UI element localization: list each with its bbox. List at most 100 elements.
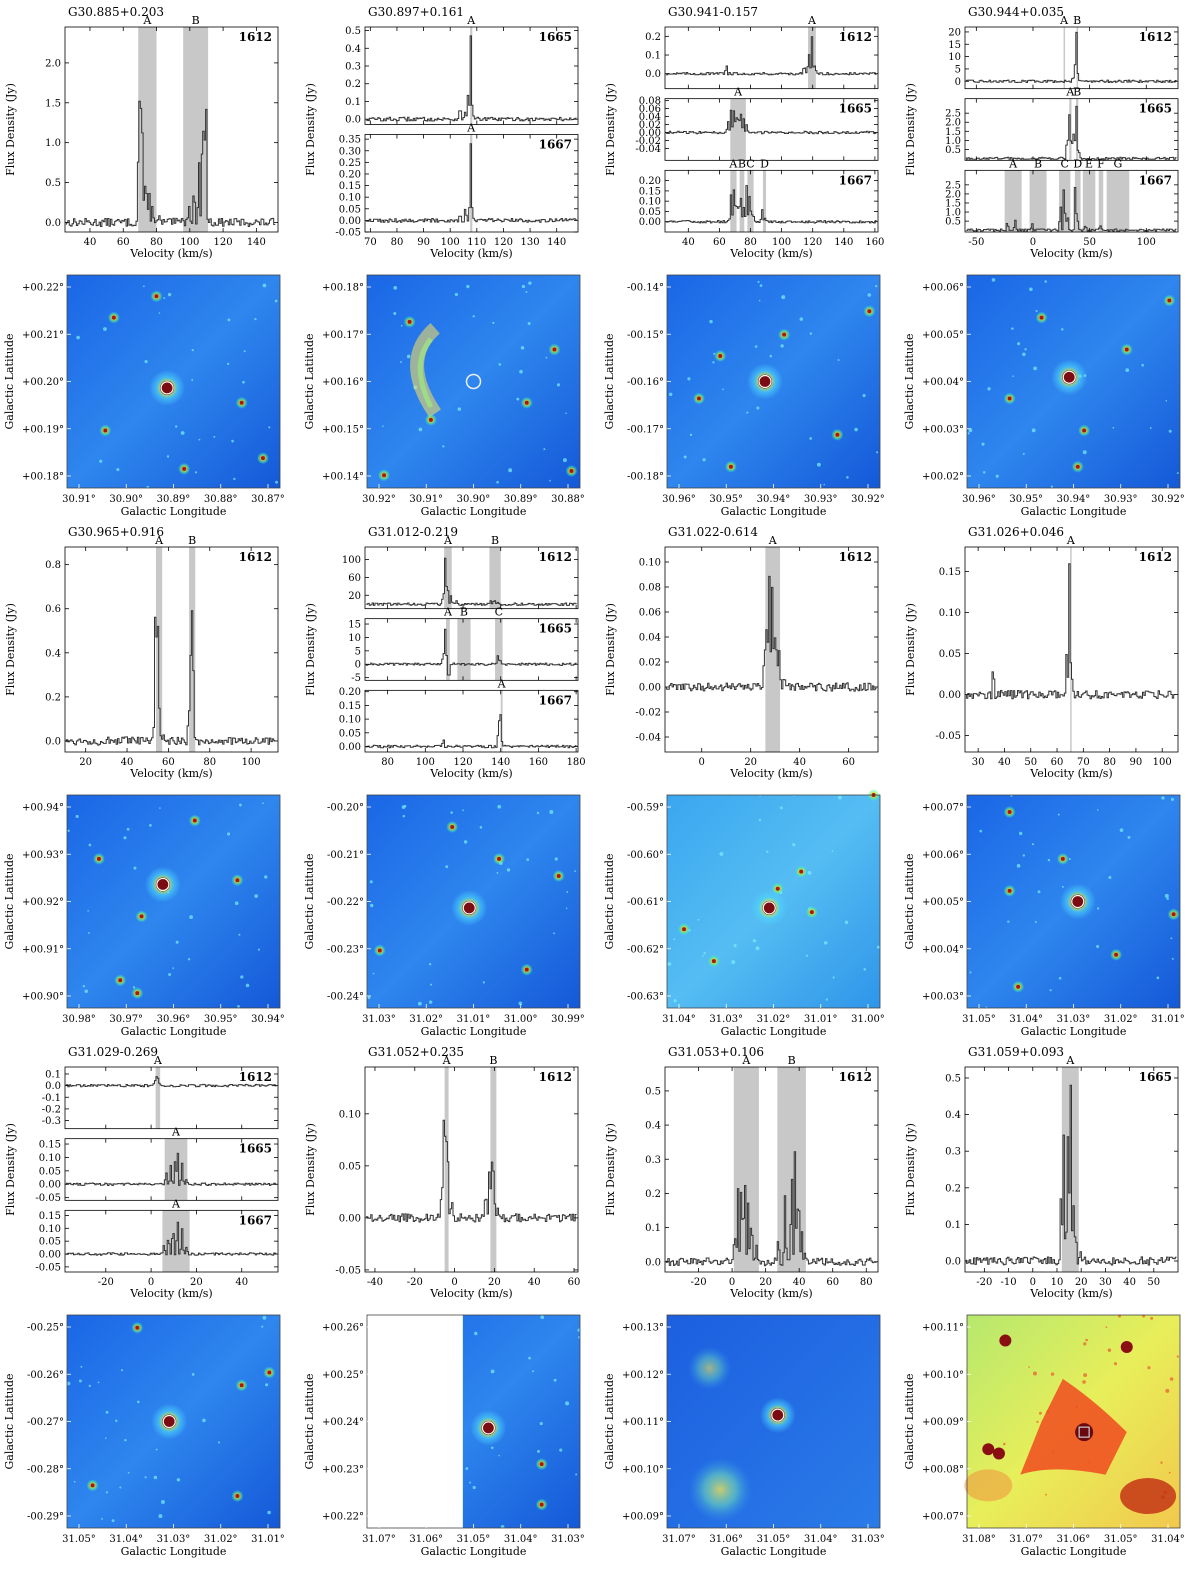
- y-tick-label: 0.04: [639, 633, 661, 644]
- field-star: [463, 840, 468, 844]
- field-star: [526, 858, 530, 861]
- field-star: [565, 412, 567, 415]
- region-A: [444, 1067, 449, 1272]
- field-star: [257, 948, 260, 951]
- field-star: [497, 804, 502, 809]
- y-tick-label: 1.5: [945, 198, 961, 209]
- y-tick-label: 20: [348, 591, 361, 602]
- point-source-core: [267, 1370, 272, 1375]
- field-star: [1108, 875, 1112, 879]
- field-star: [1050, 1372, 1055, 1376]
- map-y-tick-label: +00.21°: [22, 330, 64, 341]
- y-tick-label: 0.5: [345, 26, 361, 37]
- map-x-tick-label: 31.03°: [851, 1534, 885, 1545]
- region-label: A: [807, 14, 817, 27]
- y-tick-label: 0.0: [645, 1257, 661, 1268]
- region-B: [490, 1067, 497, 1272]
- map-x-tick-label: 31.03°: [551, 1534, 585, 1545]
- field-star: [417, 1001, 422, 1006]
- transition-label: 1612: [1139, 550, 1172, 564]
- field-star: [668, 392, 673, 397]
- y-tick-label: 0.05: [39, 1166, 61, 1177]
- y-tick-label: 0.4: [45, 648, 61, 659]
- x-tick-label: 0: [148, 1277, 154, 1288]
- y-tick-label: 0.1: [945, 1220, 961, 1231]
- y-tick-label: 0.00: [639, 217, 661, 228]
- panel-frame: [364, 26, 579, 125]
- field-star: [262, 283, 267, 288]
- field-star: [683, 455, 687, 459]
- field-star: [367, 996, 371, 1000]
- y-tick-label: 0.0: [945, 1257, 961, 1268]
- field-star: [556, 383, 561, 387]
- region-label: A: [171, 1126, 181, 1139]
- map-x-tick-label: 31.06°: [409, 1534, 443, 1545]
- x-tick-label: 60: [826, 1277, 839, 1288]
- y-tick-label: 20: [948, 27, 961, 38]
- map-y-tick-label: +00.04°: [922, 377, 964, 388]
- field-star: [163, 297, 166, 299]
- point-source: [1120, 1340, 1133, 1353]
- region-B: [1029, 170, 1047, 232]
- spectrum-title: G31.052+0.235: [368, 1045, 464, 1059]
- region-A: [444, 547, 452, 609]
- y-axis-label: Flux Density (Jy): [4, 1123, 17, 1216]
- field-star: [689, 433, 693, 437]
- y-tick-label: 0.00: [939, 690, 961, 701]
- spectrum-line: [365, 143, 577, 223]
- x-tick-label: 180: [567, 757, 586, 768]
- x-axis-label: Velocity (km/s): [429, 1287, 512, 1300]
- map-x-tick-label: 31.02°: [757, 1014, 791, 1025]
- map-x-tick-label: 31.02°: [409, 1014, 443, 1025]
- panel-frame: [664, 1066, 879, 1273]
- x-tick-label: 40: [682, 237, 695, 248]
- map-x-axis-label: Galactic Longitude: [121, 1545, 227, 1558]
- x-tick-label: 110: [467, 237, 486, 248]
- field-star: [75, 814, 79, 819]
- field-star: [1034, 920, 1037, 924]
- y-tick-label: 0.05: [339, 728, 361, 739]
- field-star: [566, 891, 569, 893]
- map-x-tick-label: 31.05°: [1104, 1534, 1138, 1545]
- field-star: [667, 962, 672, 966]
- y-tick-label: 0.10: [39, 1153, 61, 1164]
- map-x-tick-label: 31.00°: [504, 1014, 538, 1025]
- target-marker: [771, 1408, 785, 1422]
- spectrum-title: G31.022-0.614: [668, 525, 758, 539]
- transition-label: 1612: [539, 550, 572, 564]
- spectrum-panel-1612: A -0.3-0.2-0.10.00.1 1612: [42, 1054, 279, 1130]
- field-star: [1003, 1442, 1006, 1446]
- field-star: [702, 458, 706, 462]
- spectrum-G31.022-0.614: G31.022-0.614 A -0.04 -0.02 0.00 0.02 0.04 0.06…: [604, 525, 879, 780]
- region-label: A: [1065, 1054, 1075, 1067]
- map-y-tick-label: +00.22°: [22, 283, 64, 294]
- spectrum-title: G30.941-0.157: [668, 5, 758, 19]
- point-source-core: [135, 1325, 140, 1330]
- map-y-axis-label: Galactic Latitude: [3, 853, 16, 949]
- point-source-core: [192, 818, 197, 823]
- target-source: [155, 877, 170, 892]
- y-tick-label: 0.4: [345, 44, 361, 55]
- map-x-tick-label: 30.93°: [804, 494, 838, 505]
- region-A: [808, 27, 816, 89]
- x-tick-label: 80: [150, 237, 163, 248]
- field-star: [73, 1480, 76, 1483]
- spectrum-line: [965, 563, 1176, 700]
- x-tick-label: 40: [84, 237, 97, 248]
- field-star: [562, 458, 567, 463]
- y-tick-label: 0.10: [639, 558, 661, 569]
- y-tick-label: 0.10: [939, 608, 961, 619]
- point-source-core: [809, 910, 814, 915]
- field-star: [268, 426, 271, 429]
- field-star: [238, 933, 241, 936]
- spectrum-title: G31.026+0.046: [968, 525, 1064, 539]
- map-x-tick-label: 30.95°: [1009, 494, 1043, 505]
- y-tick-label: 0.5: [945, 145, 961, 156]
- region-label: A: [443, 534, 453, 547]
- point-source-core: [718, 353, 723, 358]
- map-y-tick-label: +00.22°: [322, 1512, 364, 1523]
- field-star: [844, 920, 849, 925]
- field-star: [158, 312, 161, 314]
- field-star: [105, 1410, 109, 1414]
